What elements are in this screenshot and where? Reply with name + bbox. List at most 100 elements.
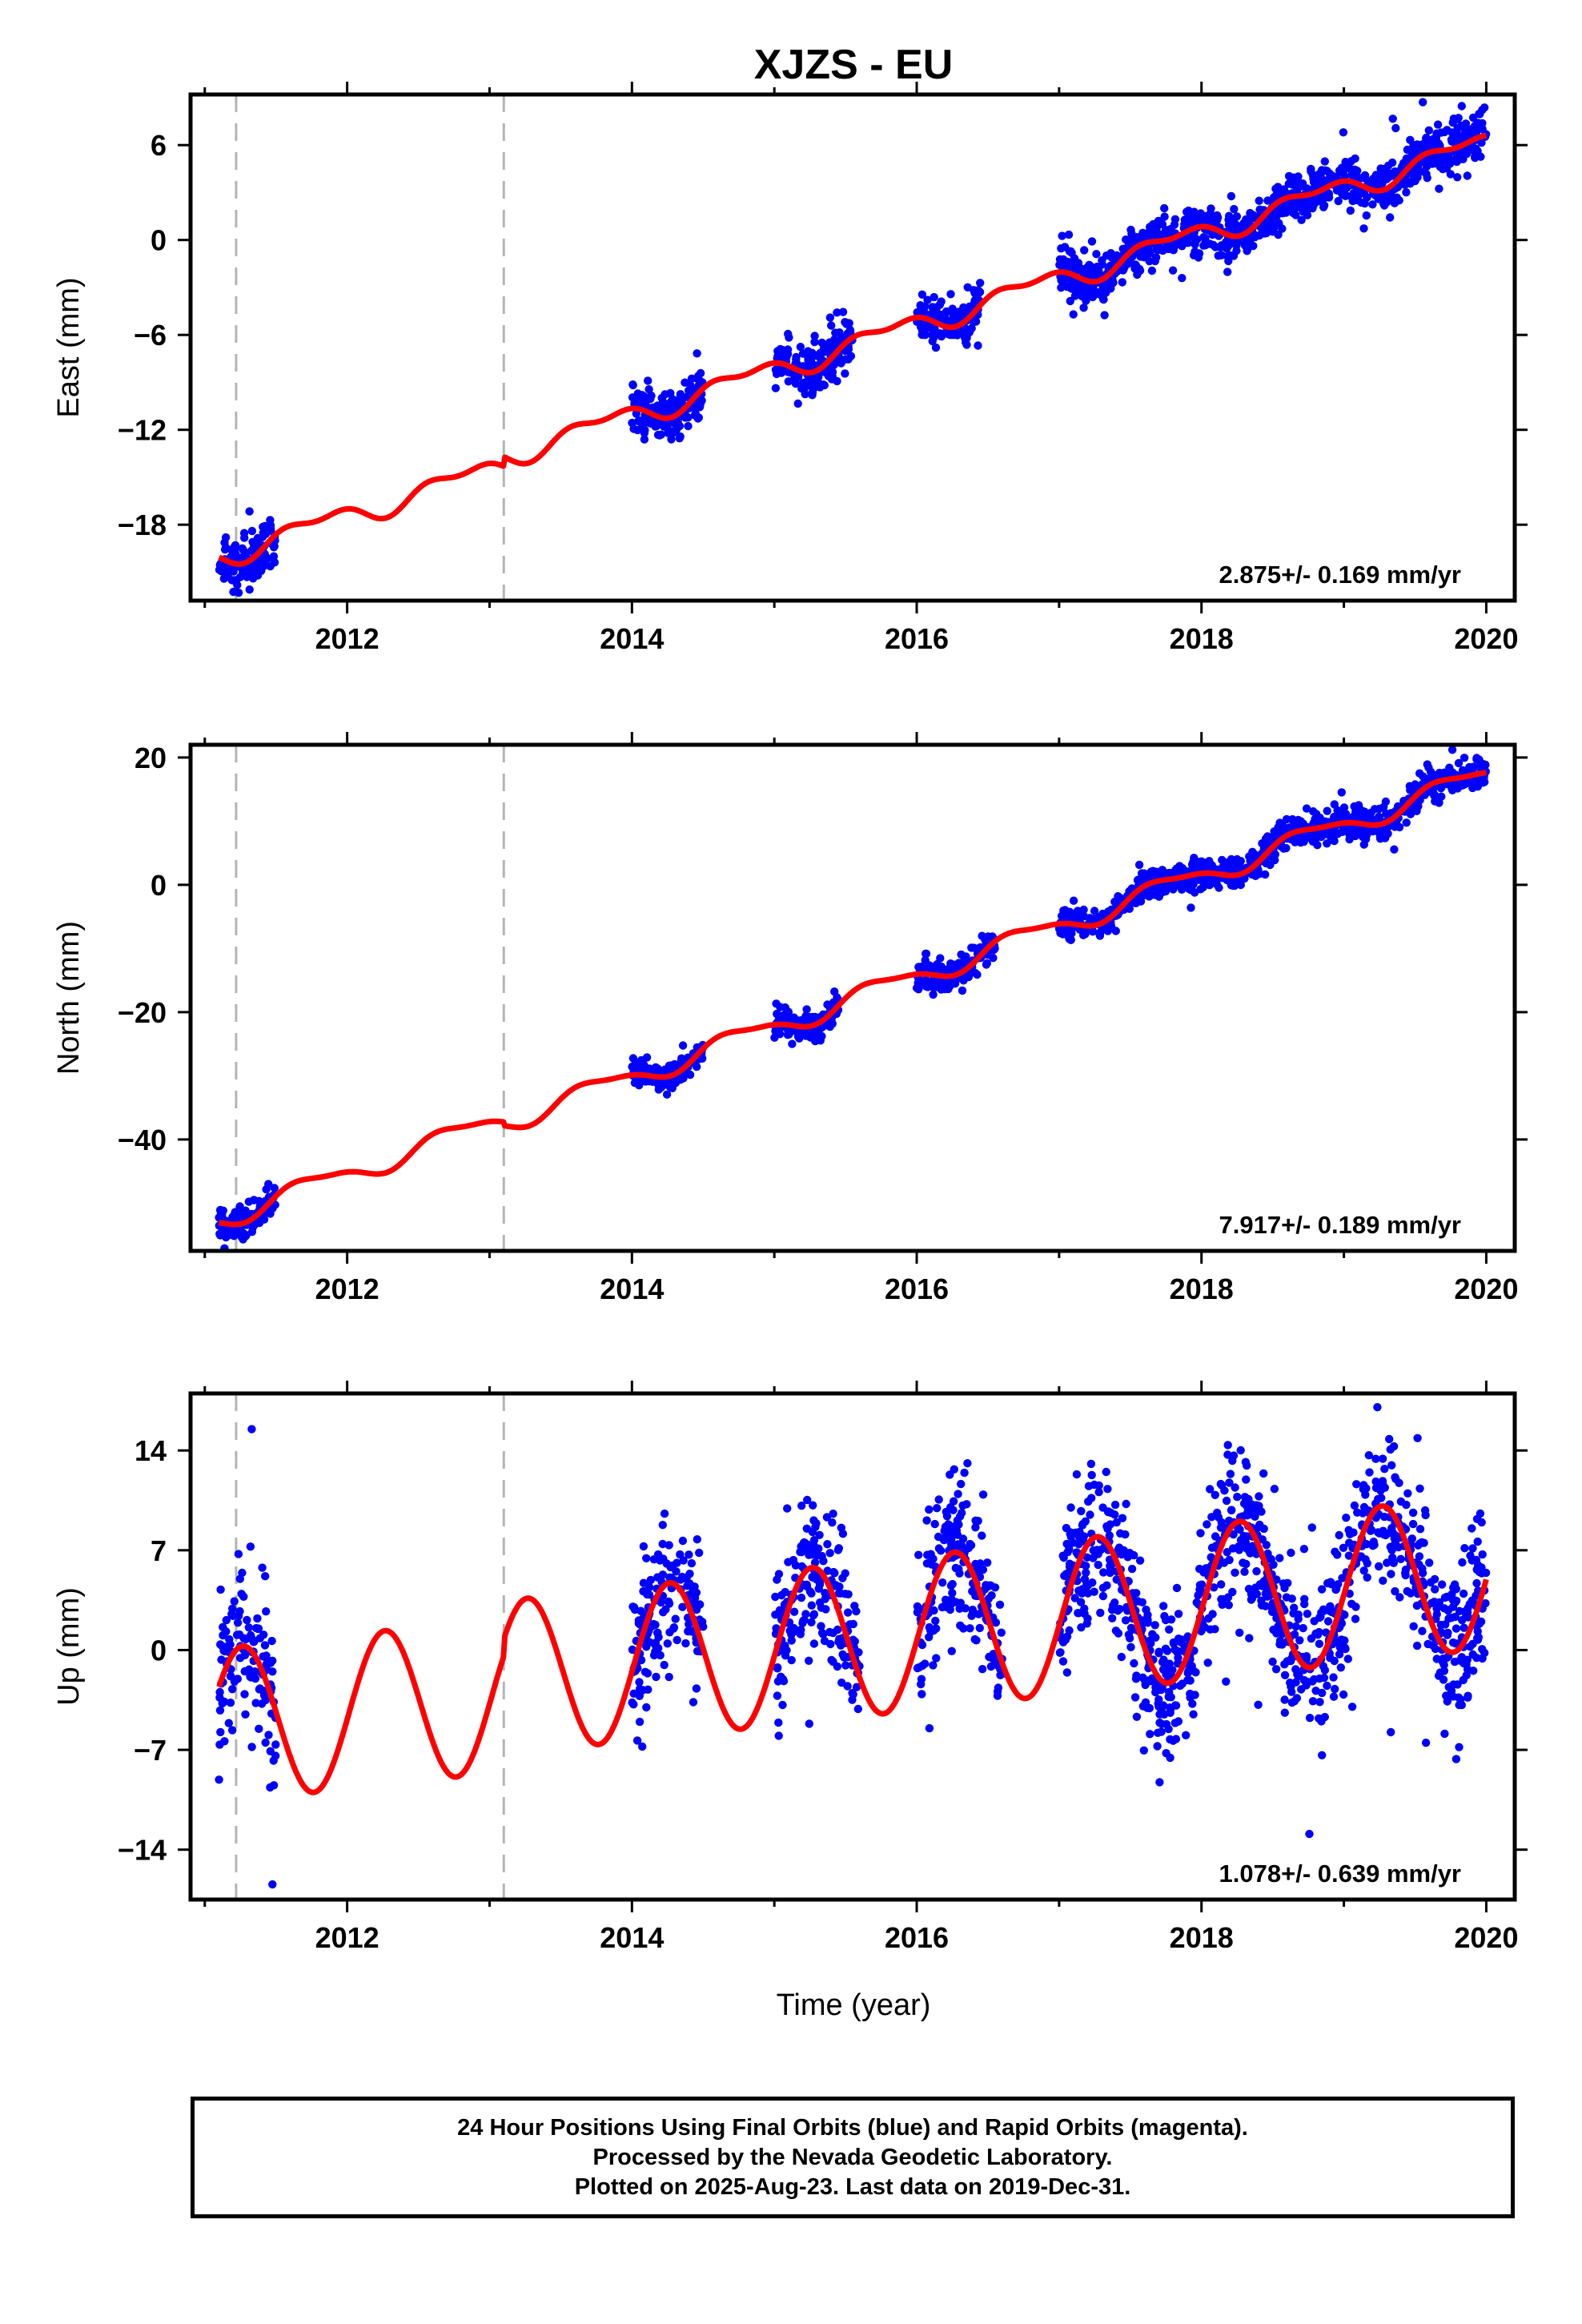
data-point: [1103, 1485, 1112, 1494]
data-point: [1242, 1559, 1251, 1569]
data-point: [1062, 1668, 1072, 1677]
data-point: [1118, 1514, 1127, 1522]
data-point: [668, 1084, 677, 1093]
data-point: [1339, 1690, 1348, 1699]
data-point: [1110, 1500, 1120, 1510]
data-point: [235, 1654, 245, 1663]
data-point: [232, 553, 241, 561]
data-point: [799, 1616, 808, 1626]
data-point: [805, 1719, 813, 1728]
data-point: [1165, 1625, 1174, 1634]
data-point: [1283, 1657, 1292, 1666]
data-point: [264, 1180, 273, 1188]
data-point: [1196, 1529, 1205, 1538]
data-point: [1448, 1638, 1458, 1647]
data-point: [1062, 1570, 1070, 1578]
data-point: [1433, 120, 1443, 129]
data-point: [1199, 215, 1208, 225]
data-point: [956, 1621, 965, 1630]
data-point: [931, 1616, 940, 1626]
data-point: [913, 1663, 922, 1673]
data-point: [684, 421, 693, 431]
data-point: [958, 986, 967, 995]
data-point: [1057, 244, 1066, 253]
data-point: [1449, 1680, 1458, 1689]
data-point: [783, 1504, 792, 1513]
data-point: [693, 349, 701, 358]
data-point: [643, 1669, 652, 1678]
data-point: [258, 1563, 267, 1572]
data-point: [1323, 1681, 1331, 1691]
data-point: [1263, 196, 1272, 205]
data-point: [1195, 1585, 1204, 1594]
data-point: [686, 381, 695, 390]
data-point: [840, 1653, 849, 1662]
data-point: [217, 1655, 226, 1664]
data-point: [776, 344, 785, 354]
data-point: [1231, 1568, 1239, 1578]
data-point: [221, 1228, 231, 1236]
data-point: [1294, 1614, 1303, 1623]
data-point: [1166, 1693, 1175, 1702]
data-point: [1447, 786, 1457, 794]
data-point: [1419, 98, 1427, 107]
data-point: [235, 1252, 243, 1260]
data-point: [1126, 1642, 1135, 1651]
data-point: [1386, 213, 1395, 222]
data-point: [1345, 830, 1354, 839]
data-point: [1272, 1614, 1281, 1622]
data-point: [1390, 845, 1399, 854]
data-point: [1195, 1564, 1204, 1574]
data-point: [825, 1549, 834, 1558]
data-point: [934, 1495, 943, 1504]
x-tick-label: 2016: [885, 1273, 949, 1305]
data-point: [1274, 183, 1283, 191]
data-point: [1064, 230, 1074, 239]
data-point: [1440, 1729, 1449, 1739]
data-point: [1357, 198, 1366, 207]
data-point: [1386, 1445, 1395, 1454]
data-point: [815, 1580, 825, 1589]
data-point: [917, 1640, 927, 1650]
data-point: [805, 1656, 813, 1665]
data-point: [1066, 1532, 1076, 1542]
data-point: [1255, 1502, 1263, 1510]
data-point: [1224, 215, 1233, 224]
data-point: [223, 1642, 233, 1651]
data-point: [773, 1009, 781, 1019]
data-point: [1080, 1574, 1090, 1584]
data-point: [1084, 1482, 1094, 1490]
data-point: [640, 1060, 648, 1069]
data-point: [925, 1723, 934, 1733]
data-point: [1304, 199, 1313, 207]
data-point: [1472, 1565, 1481, 1574]
data-point: [1115, 1605, 1124, 1614]
data-point: [960, 1468, 969, 1478]
data-point: [1335, 1650, 1344, 1659]
y-tick-label: 6: [151, 129, 167, 162]
data-point: [239, 529, 249, 537]
data-point: [1415, 1552, 1424, 1561]
data-point: [1336, 187, 1345, 196]
data-point: [628, 380, 637, 390]
data-point: [819, 1557, 828, 1566]
data-point: [1110, 254, 1119, 263]
data-point: [810, 337, 819, 347]
data-point: [1235, 1628, 1244, 1638]
data-point: [1477, 139, 1486, 147]
data-point: [1362, 211, 1371, 220]
data-point: [973, 970, 982, 979]
data-point: [632, 1063, 642, 1072]
data-point: [1100, 311, 1109, 320]
data-point: [228, 1685, 237, 1694]
data-point: [1223, 1450, 1232, 1459]
data-point: [1146, 1730, 1154, 1739]
data-point: [681, 411, 690, 420]
data-point: [693, 1062, 701, 1072]
data-point: [266, 562, 275, 571]
data-point: [1291, 1665, 1300, 1674]
data-point: [1188, 1699, 1197, 1708]
data-point: [1183, 1675, 1192, 1685]
data-point: [827, 321, 836, 330]
data-point: [1189, 1667, 1198, 1675]
